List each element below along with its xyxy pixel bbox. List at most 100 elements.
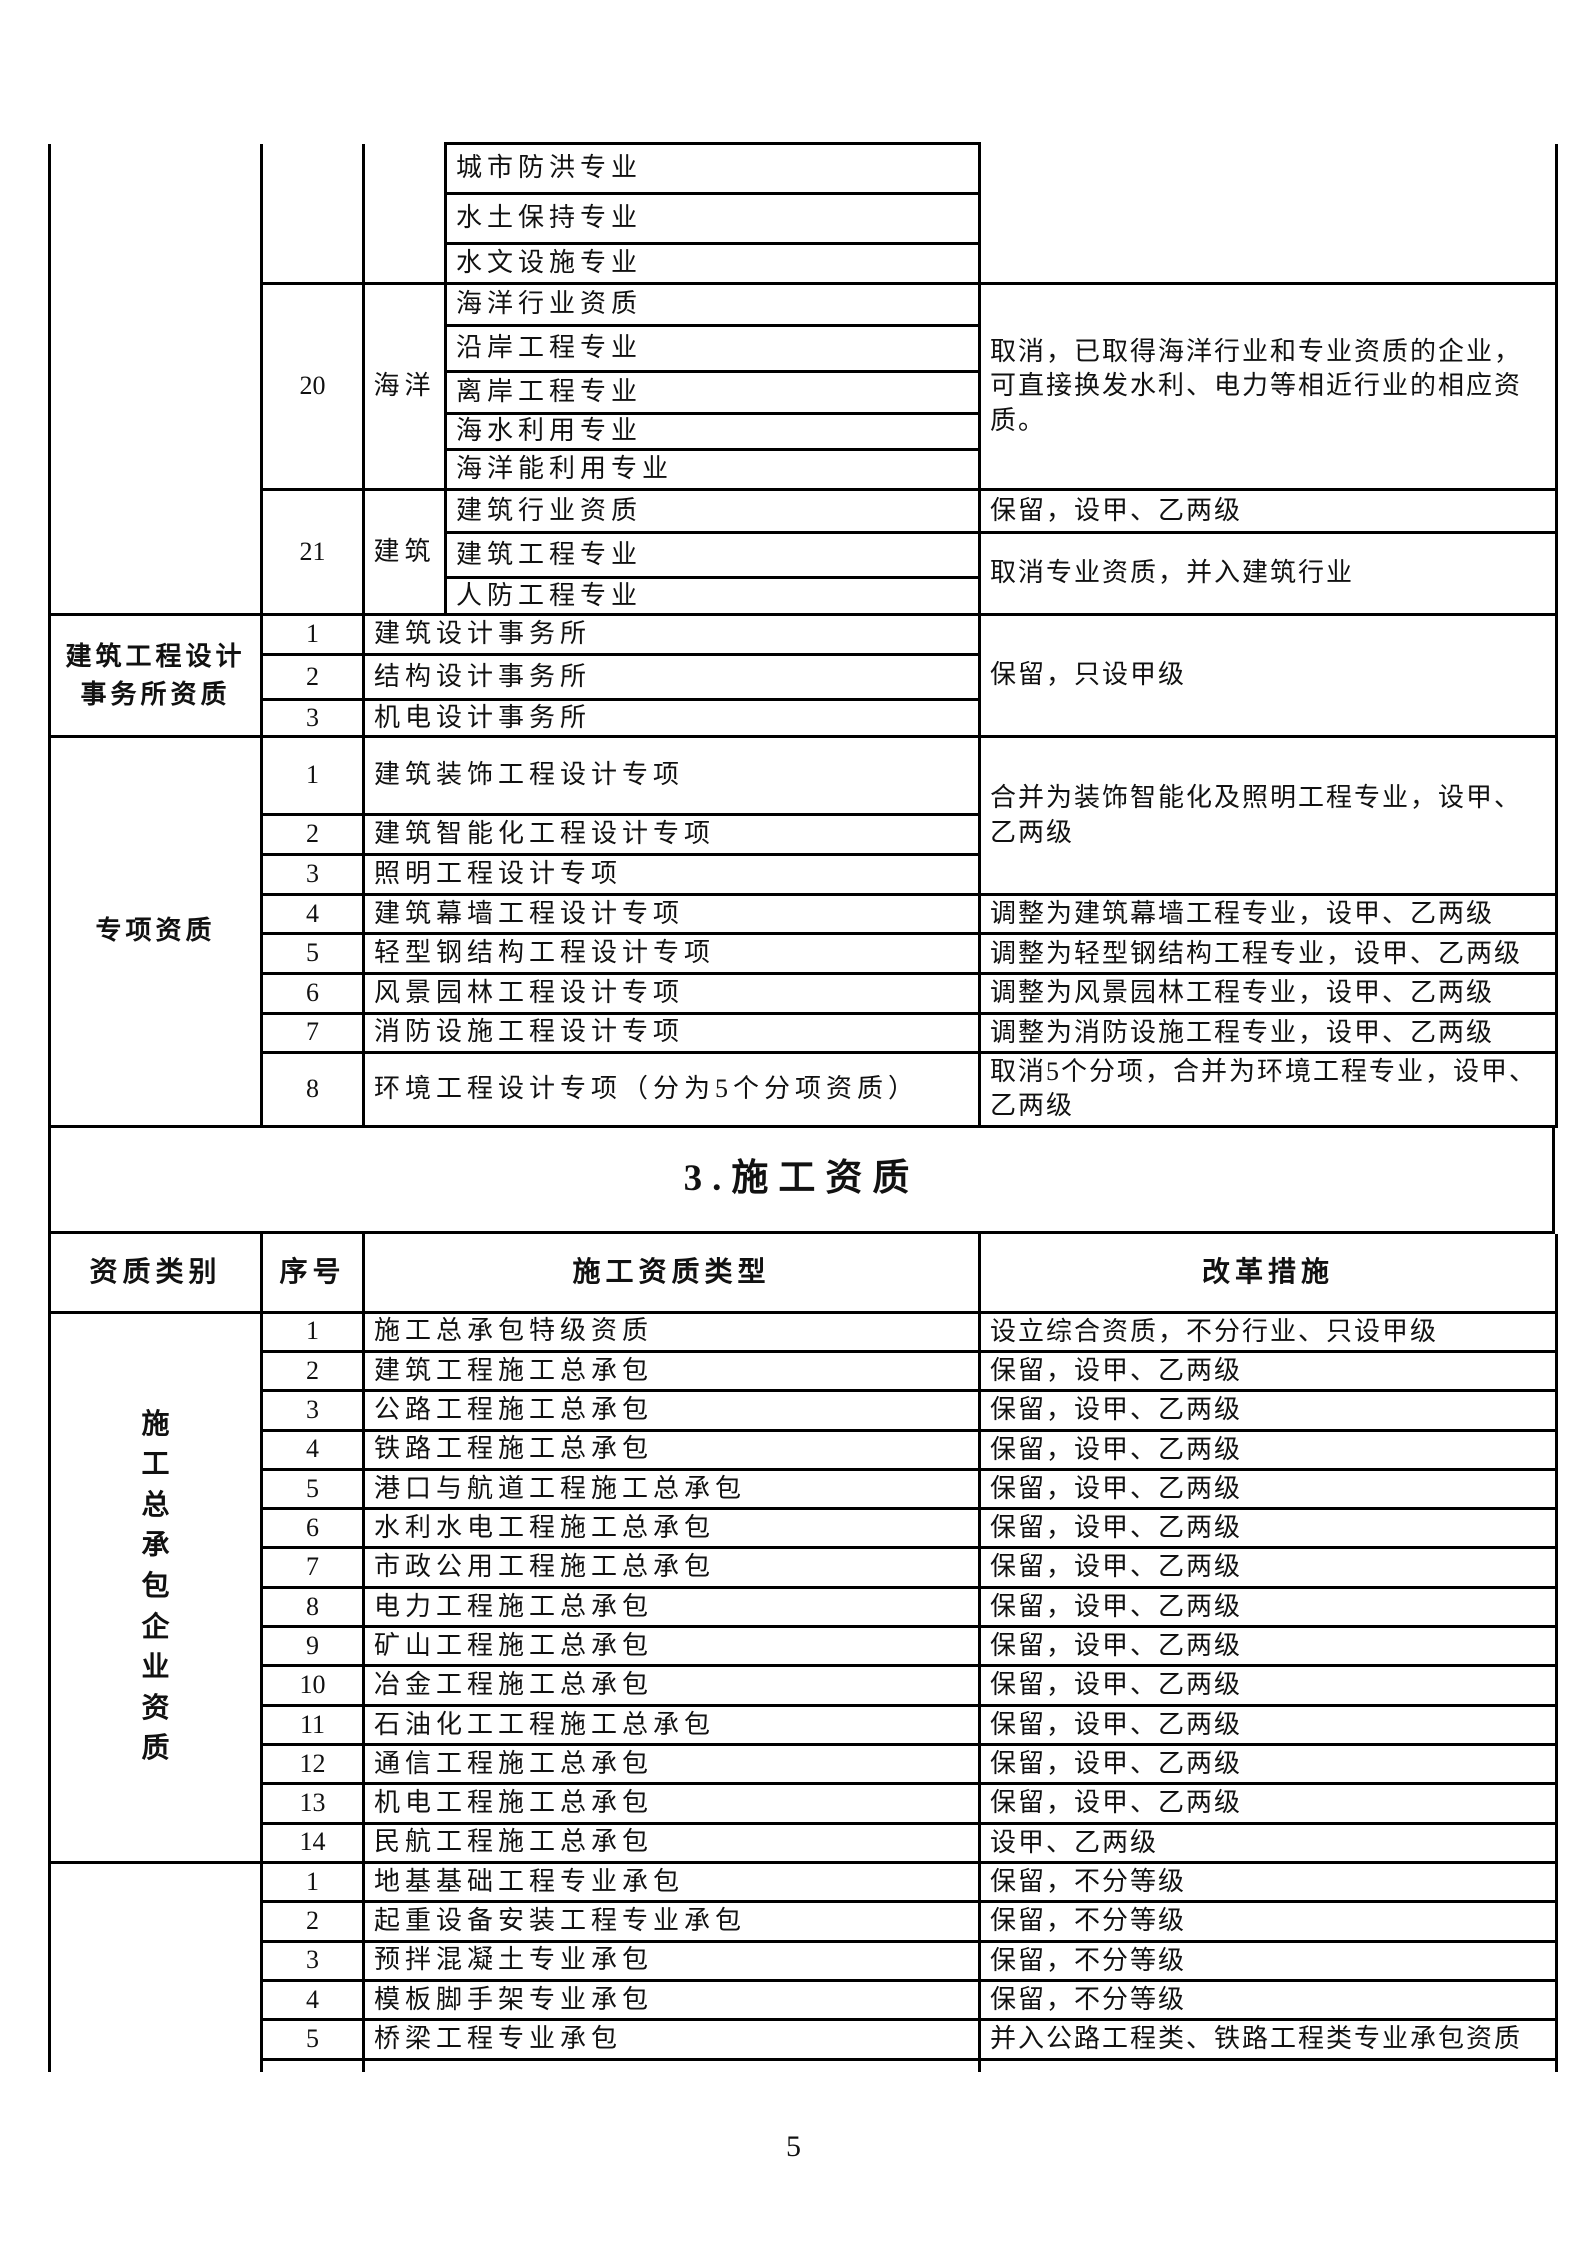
page-content: 城市防洪专业 水土保持专业 水文设施专业 20 海洋 海洋行业资质 取消，已取得… [48,142,1558,2072]
seq-cell: 2 [260,813,365,856]
qualification-type-cell: 海洋行业资质 [444,282,981,327]
seq-cell: 8 [260,1050,365,1128]
table-row: 水文设施专业 [50,242,1557,285]
table-row: 9 矿山工程施工总承包 保留，设甲、乙两级 [50,1625,1558,1668]
construction-qualification-table: 资质类别 序号 施工资质类型 改革措施 施工总承包企业资质 1 施工总承包特级资… [48,1234,1558,2072]
seq-cell: 21 [260,488,365,616]
seq-cell: 20 [260,282,365,491]
seq-cell: 2 [260,1349,365,1393]
seq-cell: 3 [260,853,365,896]
measure-cell: 调整为风景园林工程专业，设甲、乙两级 [978,972,1558,1015]
measure-cell: 调整为建筑幕墙工程专业，设甲、乙两级 [978,892,1558,936]
table-row: 专项资质 1 建筑装饰工程设计专项 合并为装饰智能化及照明工程专业，设甲、乙两级 [48,735,1558,1128]
seq-cell: 2 [260,653,365,701]
measure-cell: 保留，不分等级 [978,1939,1558,1982]
section-banner-table: 3.施工资质 [48,1127,1555,1235]
measure-cell: 保留，设甲、乙两级 [978,1428,1558,1471]
qualification-type-cell: 建筑工程专业 [444,531,981,579]
table-row: 离岸工程专业 [50,370,1557,415]
table-row: 6 风景园林工程设计专项 调整为风景园林工程专业，设甲、乙两级 [50,972,1558,1015]
table-row: 建筑工程专业 取消专业资质，并入建筑行业 [50,531,1558,616]
cut-cell [260,2057,365,2072]
category-cell-design-office: 建筑工程设计 事务所资质 [48,613,263,738]
qualification-type-cell: 轻型钢结构工程设计专项 [362,932,981,976]
qualification-type-cell: 机电设计事务所 [362,698,981,738]
table-row: 4 铁路工程施工总承包 保留，设甲、乙两级 [50,1428,1558,1471]
seq-cell-carryover [260,143,365,285]
seq-cell: 5 [260,932,365,976]
qualification-type-cell: 水文设施专业 [444,242,981,285]
seq-cell: 6 [260,1507,365,1550]
table-row: 12 通信工程施工总承包 保留，设甲、乙两级 [50,1742,1558,1786]
qualification-type-cell: 冶金工程施工总承包 [362,1664,981,1707]
qualification-type-cell: 民航工程施工总承包 [362,1821,981,1864]
table-row: 8 电力工程施工总承包 保留，设甲、乙两级 [50,1585,1558,1629]
seq-cell: 2 [260,1900,365,1943]
table-row: 施工总承包企业资质 1 施工总承包特级资质 设立综合资质，不分行业、只设甲级 [48,1310,1558,1864]
qualification-type-cell: 电力工程施工总承包 [362,1585,981,1629]
measure-cell: 并入公路工程类、铁路工程类专业承包资质 [978,2018,1558,2061]
qualification-type-cell: 桥梁工程专业承包 [362,2018,981,2061]
qualification-type-cell: 建筑幕墙工程设计专项 [362,892,981,936]
cut-cell [978,2057,1558,2072]
header-measure: 改革措施 [978,1234,1558,1314]
measure-cell: 取消5个分项，合并为环境工程专业，设甲、乙两级 [978,1050,1558,1128]
qualification-type-cell: 预拌混凝土专业承包 [362,1939,981,1982]
qualification-type-cell: 消防设施工程设计专项 [362,1011,981,1054]
table-row: 3 公路工程施工总承包 保留，设甲、乙两级 [50,1389,1558,1432]
measure-cell: 保留，设甲、乙两级 [978,1664,1558,1707]
table-header-row: 资质类别 序号 施工资质类型 改革措施 [48,1234,1558,1314]
category-cell-special: 专项资质 [48,735,263,1128]
measure-cell: 保留，只设甲级 [978,613,1558,738]
category-label-vertical: 施工总承包企业资质 [141,1408,170,1765]
qualification-type-cell: 施工总承包特级资质 [362,1310,981,1353]
qualification-type-cell: 海水利用专业 [444,412,981,451]
qualification-type-cell: 公路工程施工总承包 [362,1389,981,1432]
measure-cell: 取消专业资质，并入建筑行业 [978,531,1558,616]
table-row: 2 建筑工程施工总承包 保留，设甲、乙两级 [50,1349,1558,1393]
table-row: 4 建筑幕墙工程设计专项 调整为建筑幕墙工程专业，设甲、乙两级 [50,892,1558,936]
table-row: 3 预拌混凝土专业承包 保留，不分等级 [50,1939,1558,1982]
table-row: 建筑工程设计 事务所资质 1 建筑设计事务所 保留，只设甲级 [48,613,1558,738]
measure-cell: 保留，设甲、乙两级 [978,1507,1558,1550]
measure-cell: 保留，设甲、乙两级 [978,1703,1558,1747]
section-title: 3.施工资质 [48,1127,1555,1235]
qualification-type-cell: 沿岸工程专业 [444,324,981,373]
header-seq: 序号 [260,1234,365,1314]
table-row: 5 港口与航道工程施工总承包 保留，设甲、乙两级 [50,1467,1558,1511]
table-row: 沿岸工程专业 [50,324,1557,373]
table-cut-row [50,2057,1558,2072]
category-cell-general-contracting: 施工总承包企业资质 [48,1310,263,1864]
subcategory-cell-carryover [362,143,447,285]
table-row: 1 地基基础工程专业承包 保留，不分等级 [48,1860,1558,2072]
qualification-type-cell: 照明工程设计专项 [362,853,981,896]
measure-cell: 调整为消防设施工程专业，设甲、乙两级 [978,1011,1558,1054]
table-row: 11 石油化工工程施工总承包 保留，设甲、乙两级 [50,1703,1558,1747]
qualification-type-cell: 通信工程施工总承包 [362,1742,981,1786]
table-row: 3 机电设计事务所 [50,698,1557,738]
cut-cell [362,2057,981,2072]
measure-cell: 保留，设甲、乙两级 [978,1389,1558,1432]
table-row: 2 建筑智能化工程设计专项 [50,813,1557,856]
qualification-type-cell: 离岸工程专业 [444,370,981,415]
seq-cell: 6 [260,972,365,1015]
seq-cell: 3 [260,1939,365,1982]
qualification-type-cell: 海洋能利用专业 [444,448,981,491]
qualification-type-cell: 矿山工程施工总承包 [362,1625,981,1668]
seq-cell: 4 [260,1428,365,1471]
measure-cell: 保留，设甲、乙两级 [978,1625,1558,1668]
seq-cell: 3 [260,1389,365,1432]
table-row: 6 水利水电工程施工总承包 保留，设甲、乙两级 [50,1507,1558,1550]
qualification-type-cell: 环境工程设计专项（分为5个分项资质） [362,1050,981,1128]
seq-cell: 11 [260,1703,365,1747]
measure-cell: 保留，设甲、乙两级 [978,1742,1558,1786]
seq-cell: 12 [260,1742,365,1786]
qualification-type-cell: 模板脚手架专业承包 [362,1978,981,2022]
seq-cell: 4 [260,892,365,936]
measure-cell: 保留，不分等级 [978,1978,1558,2022]
table-row: 14 民航工程施工总承包 设甲、乙两级 [50,1821,1558,1864]
table-row: 7 市政公用工程施工总承包 保留，设甲、乙两级 [50,1546,1558,1589]
table-row: 2 结构设计事务所 [50,653,1557,701]
measure-cell: 设甲、乙两级 [978,1821,1558,1864]
table-row: 8 环境工程设计专项（分为5个分项资质） 取消5个分项，合并为环境工程专业，设甲… [50,1050,1558,1128]
